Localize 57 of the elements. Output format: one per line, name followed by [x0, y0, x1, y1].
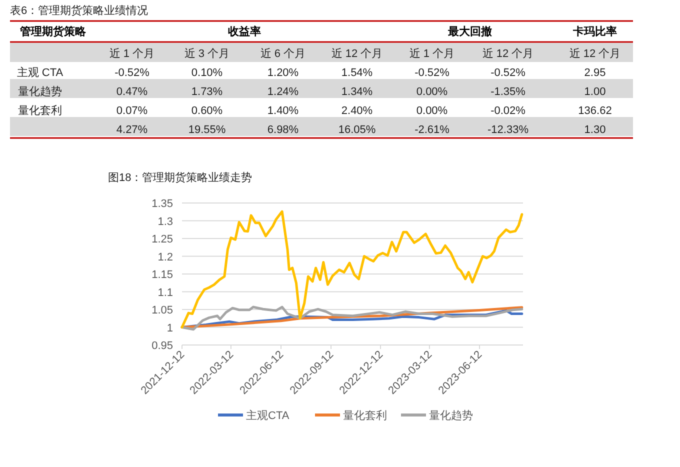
text: 最大回撤: [447, 25, 492, 38]
category-label: 近 12 个月: [569, 47, 621, 60]
y-tick-label: 0.95: [152, 340, 173, 352]
text: -12.33%: [488, 124, 528, 136]
legend-label: 量化套利: [343, 409, 387, 422]
legend-label: 主观CTA: [246, 409, 290, 422]
text: -0.52%: [114, 67, 150, 79]
category-label: 近 6 个月: [260, 47, 306, 60]
text: 1.20%: [267, 67, 299, 79]
text: 16.05%: [338, 124, 376, 136]
text: 0.00%: [416, 105, 448, 117]
category-label: 近 1 个月: [409, 47, 455, 60]
text: -0.52%: [490, 67, 526, 79]
text: 收益率: [228, 25, 261, 38]
category-label: 近 12 个月: [482, 47, 534, 60]
category-label: 量化套利: [18, 105, 62, 117]
text: 4.27%: [116, 124, 148, 136]
category-label: 近 1 个月: [109, 47, 155, 60]
text: 2.95: [584, 67, 606, 79]
text: 136.62: [578, 105, 612, 117]
y-tick-label: 1.25: [152, 234, 173, 246]
y-tick-label: 1.1: [158, 286, 173, 299]
text: 表6：管理期货策略业绩情况: [10, 4, 148, 17]
text: 2.40%: [341, 105, 373, 117]
text: 1.30: [584, 124, 606, 136]
y-tick-label: 1.35: [152, 198, 173, 210]
legend-label: 量化趋势: [429, 409, 473, 422]
text: 1.00: [584, 86, 606, 98]
text: 6.98%: [267, 124, 299, 136]
text: 0.10%: [191, 67, 223, 79]
text: 0.07%: [116, 105, 148, 117]
chart-title: 图18：管理期货策略业绩走势: [108, 171, 252, 184]
text: -0.02%: [490, 105, 526, 117]
text: 1.40%: [267, 105, 299, 117]
text: -1.35%: [490, 86, 526, 98]
line-series: [180, 210, 524, 328]
text: 1.73%: [191, 86, 223, 98]
text: -2.61%: [414, 124, 450, 136]
text: 0.60%: [191, 105, 223, 117]
text: -0.52%: [414, 67, 450, 79]
text: 1.34%: [341, 86, 373, 98]
category-label: 近 3 个月: [184, 47, 230, 60]
category-label: 主观 CTA: [16, 67, 64, 79]
text: 0.00%: [416, 86, 448, 98]
category-label: 量化趋势: [18, 86, 62, 98]
y-tick-label: 1.05: [152, 304, 173, 316]
text: 1.24%: [267, 86, 299, 98]
text: 19.55%: [188, 124, 226, 136]
text: 1.54%: [341, 67, 373, 79]
text: 管理期货策略: [19, 25, 87, 38]
text: 卡玛比率: [572, 25, 617, 38]
text: 0.47%: [116, 86, 148, 98]
y-tick-label: 1.15: [152, 269, 173, 281]
y-tick-label: 1: [166, 322, 173, 334]
category-label: 近 12 个月: [331, 47, 383, 60]
y-tick-label: 1.2: [158, 251, 173, 264]
y-tick-label: 1.3: [158, 216, 173, 228]
